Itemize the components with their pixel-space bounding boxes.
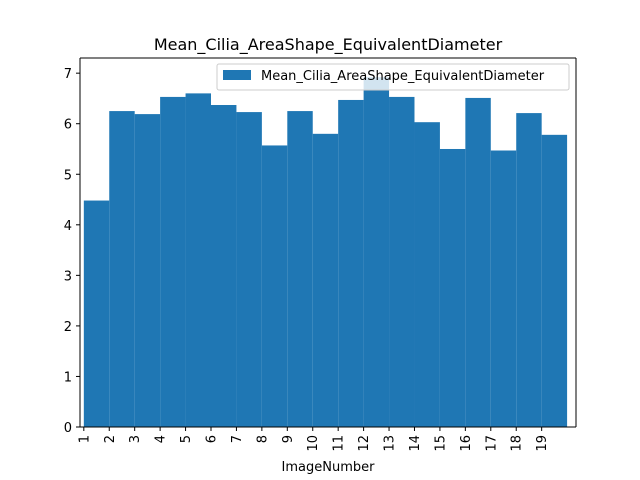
- bar-8: [261, 145, 288, 428]
- bar-13: [389, 96, 415, 427]
- x-tick-label: 19: [535, 435, 550, 452]
- x-tick-label: 18: [510, 435, 525, 452]
- y-axis-ticks: 0 1 2 3 4 5 6 7: [64, 67, 80, 436]
- bar-16: [465, 97, 491, 428]
- x-tick-label: 16: [459, 435, 474, 452]
- bar-15: [439, 148, 466, 427]
- y-tick-label: 3: [64, 269, 72, 284]
- x-tick-label: 11: [332, 435, 347, 452]
- x-tick-label: 13: [383, 435, 398, 452]
- y-tick-label: 1: [64, 370, 72, 385]
- bar-1: [83, 200, 110, 427]
- bar-3: [134, 114, 161, 427]
- y-tick-label: 2: [64, 320, 72, 335]
- x-tick-label: 10: [306, 435, 321, 452]
- x-tick-label: 14: [408, 435, 423, 452]
- legend-frame: [216, 63, 570, 91]
- chart-title: Mean_Cilia_AreaShape_EquivalentDiameter: [154, 35, 503, 55]
- x-tick-label: 5: [179, 435, 194, 443]
- bar-7: [236, 112, 262, 427]
- y-tick-label: 5: [64, 168, 72, 183]
- bar-9: [287, 111, 313, 427]
- x-axis-ticks: 1 2 3 4 5 6 7 8 9 10 11 12 13 14 15 16 17 18 19: [77, 427, 550, 452]
- y-tick-label: 0: [64, 421, 72, 436]
- x-tick-label: 2: [103, 435, 118, 443]
- x-tick-label: 9: [281, 435, 296, 443]
- bar-14: [414, 122, 440, 427]
- bar-18: [516, 113, 542, 427]
- x-tick-label: 12: [357, 435, 372, 452]
- bar-12: [363, 77, 390, 427]
- x-tick-label: 8: [255, 435, 270, 443]
- x-tick-label: 4: [154, 435, 169, 443]
- x-tick-label: 15: [433, 435, 448, 452]
- x-tick-label: 17: [484, 435, 499, 452]
- bar-11: [338, 99, 364, 427]
- y-tick-label: 6: [64, 118, 72, 133]
- bar-2: [109, 111, 135, 427]
- legend: Mean_Cilia_AreaShape_EquivalentDiameter: [216, 63, 570, 91]
- x-tick-label: 7: [230, 435, 245, 443]
- bar-19: [541, 134, 568, 427]
- bar-5: [185, 93, 211, 428]
- y-tick-label: 4: [64, 219, 72, 234]
- x-tick-label: 6: [204, 435, 219, 443]
- bar-group: [83, 77, 568, 428]
- bar-17: [490, 150, 517, 427]
- legend-swatch: [223, 70, 251, 80]
- x-tick-label: 3: [128, 435, 143, 443]
- legend-label: Mean_Cilia_AreaShape_EquivalentDiameter: [261, 69, 545, 84]
- y-tick-label: 7: [64, 67, 72, 82]
- x-axis-label: ImageNumber: [282, 460, 376, 475]
- bar-4: [160, 96, 186, 427]
- bar-6: [210, 105, 237, 428]
- bar-10: [312, 133, 339, 428]
- x-tick-label: 1: [77, 435, 92, 443]
